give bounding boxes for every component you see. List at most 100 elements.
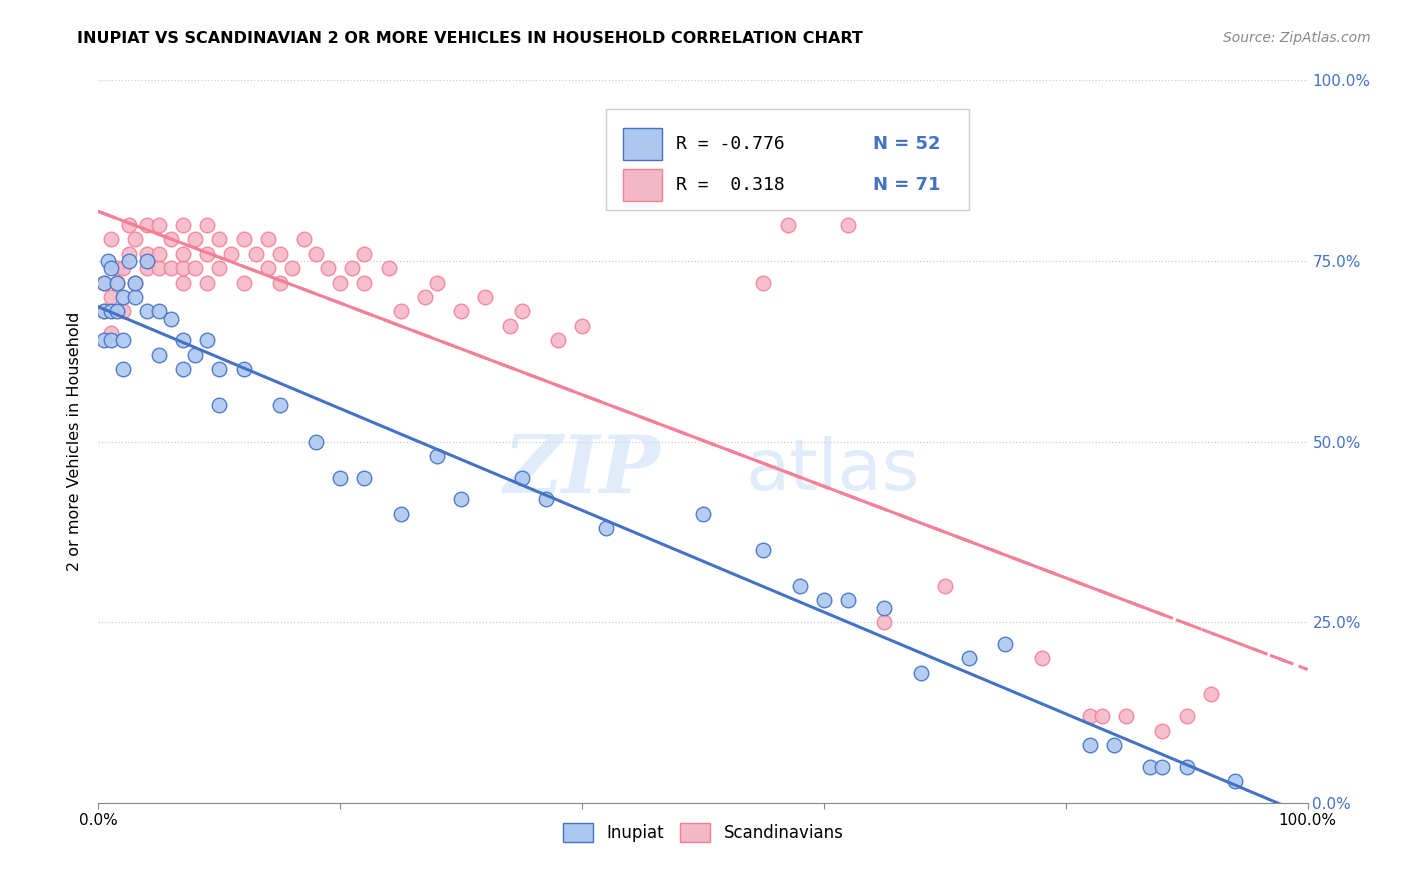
Point (172, 218, 194, 232)
Point (172, 362, 194, 376)
Point (353, 276, 375, 290)
Point (100, 261, 122, 276)
Point (1175, 760, 1198, 774)
Point (232, 276, 254, 290)
Point (118, 218, 141, 232)
Point (1223, 774, 1246, 789)
Point (118, 246, 141, 260)
Point (93, 304, 115, 318)
Point (498, 318, 520, 333)
Point (269, 398, 291, 412)
Point (595, 521, 617, 535)
Point (692, 507, 714, 521)
Point (148, 261, 170, 276)
Point (1152, 723, 1174, 738)
FancyBboxPatch shape (606, 109, 969, 211)
Point (100, 334, 122, 348)
Point (957, 651, 980, 665)
Point (934, 579, 956, 593)
Point (93, 304, 115, 318)
Point (118, 253, 141, 268)
Point (1152, 760, 1174, 774)
Point (342, 261, 364, 276)
Point (135, 304, 157, 318)
Point (329, 276, 352, 290)
Point (873, 615, 896, 630)
Point (160, 232, 183, 246)
Point (105, 276, 128, 290)
Point (135, 246, 157, 260)
Point (1031, 651, 1053, 665)
Point (534, 492, 557, 507)
Point (172, 261, 194, 276)
Point (172, 276, 194, 290)
Point (148, 218, 170, 232)
Point (93, 334, 115, 348)
Point (873, 600, 896, 615)
Point (184, 348, 207, 362)
Point (994, 637, 1017, 651)
Point (1078, 709, 1101, 723)
Point (1091, 709, 1114, 723)
Point (305, 246, 328, 260)
Point (111, 261, 134, 276)
Point (389, 507, 412, 521)
Point (111, 290, 134, 304)
Point (813, 593, 835, 607)
Point (195, 276, 218, 290)
Point (571, 318, 593, 333)
Point (93, 276, 115, 290)
Point (389, 304, 412, 318)
Point (1102, 738, 1125, 752)
Point (100, 304, 122, 318)
Text: INUPIAT VS SCANDINAVIAN 2 OR MORE VEHICLES IN HOUSEHOLD CORRELATION CHART: INUPIAT VS SCANDINAVIAN 2 OR MORE VEHICL… (77, 31, 863, 46)
Point (148, 304, 170, 318)
Legend: Inupiat, Scandinavians: Inupiat, Scandinavians (555, 816, 851, 848)
Point (426, 276, 449, 290)
Point (135, 261, 157, 276)
Point (1199, 687, 1222, 701)
Text: atlas: atlas (745, 436, 920, 505)
Point (232, 362, 254, 376)
Text: Source: ZipAtlas.com: Source: ZipAtlas.com (1223, 31, 1371, 45)
Point (100, 290, 122, 304)
Point (837, 593, 859, 607)
Point (450, 304, 472, 318)
Point (292, 232, 315, 246)
Point (547, 334, 569, 348)
Point (124, 276, 146, 290)
Y-axis label: 2 or more Vehicles in Household: 2 or more Vehicles in Household (67, 312, 83, 571)
Point (413, 290, 436, 304)
Point (195, 334, 218, 348)
Point (111, 334, 134, 348)
Point (105, 304, 128, 318)
Point (752, 276, 775, 290)
Point (148, 348, 170, 362)
Point (100, 326, 122, 340)
FancyBboxPatch shape (623, 169, 662, 202)
Point (426, 449, 449, 463)
Point (1175, 709, 1198, 723)
Point (353, 246, 375, 260)
Point (172, 246, 194, 260)
Point (160, 261, 183, 276)
Point (124, 232, 146, 246)
Point (316, 261, 339, 276)
Point (97, 253, 120, 268)
Point (450, 492, 472, 507)
Point (111, 362, 134, 376)
Point (184, 261, 207, 276)
Point (111, 304, 134, 318)
Point (135, 218, 157, 232)
FancyBboxPatch shape (623, 128, 662, 161)
Point (208, 261, 231, 276)
Point (256, 232, 278, 246)
Point (245, 246, 267, 260)
Point (221, 246, 243, 260)
Point (100, 232, 122, 246)
Point (281, 261, 304, 276)
Point (195, 246, 218, 260)
Point (269, 246, 291, 260)
Point (184, 232, 207, 246)
Point (305, 434, 328, 449)
